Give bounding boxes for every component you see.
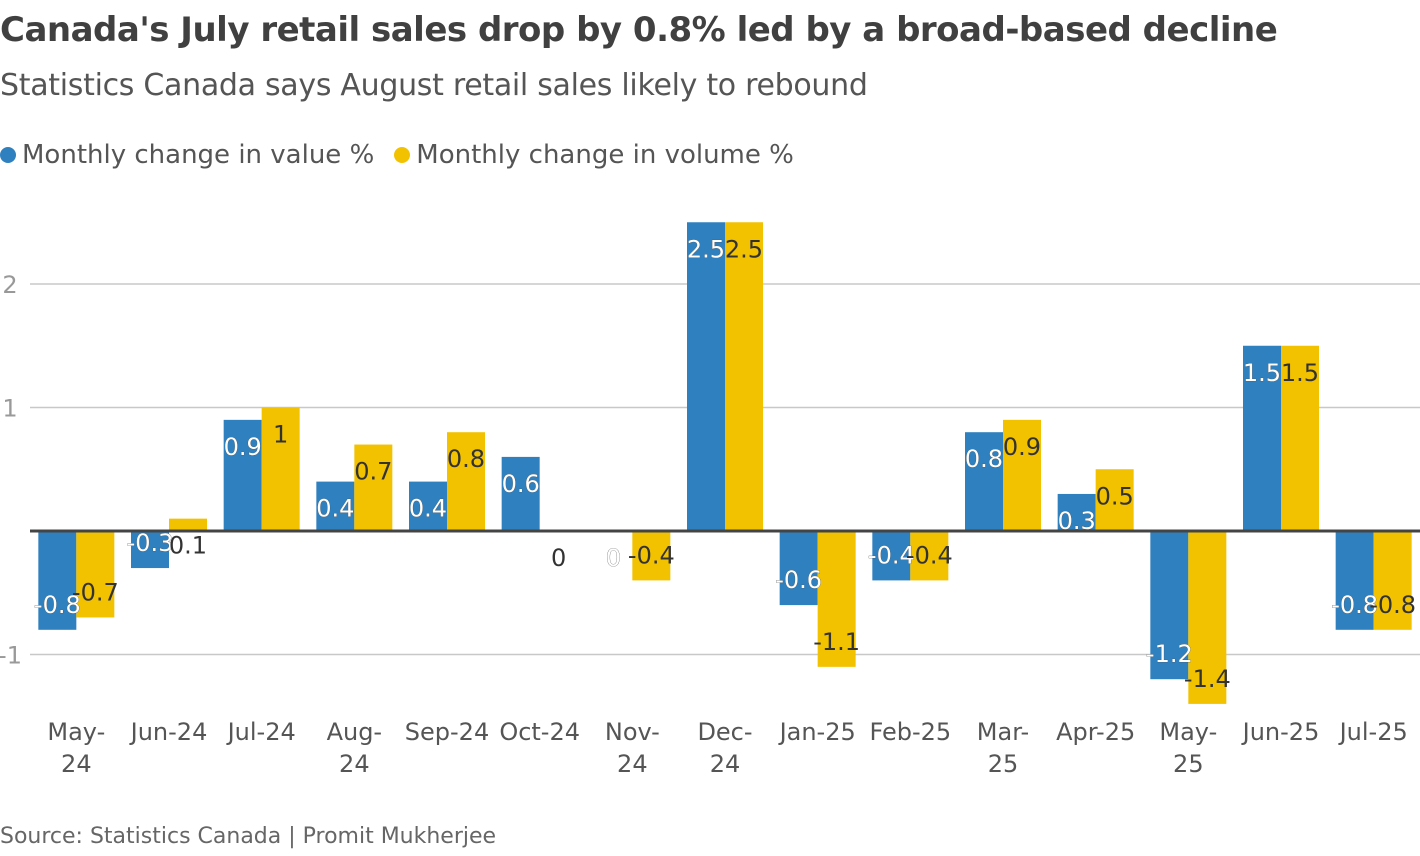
data-label: 1.5 (1281, 359, 1319, 387)
data-label: -1.1 (813, 628, 860, 656)
source-note: Source: Statistics Canada | Promit Mukhe… (0, 824, 497, 849)
legend: Monthly change in value % Monthly change… (0, 140, 794, 170)
bar (1057, 493, 1096, 531)
data-label: -1.4 (1184, 665, 1231, 693)
data-label: 0.6 (502, 470, 540, 498)
bar (409, 481, 447, 531)
bar (447, 432, 485, 531)
y-tick-label: 1 (2, 395, 17, 423)
x-tick-label: Sep-24 (405, 718, 489, 746)
legend-item-volume: Monthly change in volume % (394, 140, 794, 170)
data-label: 0.1 (169, 532, 207, 560)
data-label: 1 (273, 421, 288, 449)
bar (223, 419, 262, 531)
bar (632, 531, 671, 581)
data-label: 0.4 (409, 495, 447, 523)
x-tick-label: Jan-25 (778, 718, 856, 746)
x-tick-label: Oct-24 (499, 718, 580, 746)
bar (817, 531, 856, 667)
x-tick-label: 24 (617, 750, 648, 778)
x-tick-label: May- (47, 718, 105, 746)
bar (965, 432, 1003, 531)
bar (687, 222, 725, 531)
bar (261, 407, 300, 531)
data-label: -0.4 (906, 541, 953, 569)
bar (1335, 531, 1374, 630)
x-tick-label: Nov- (605, 718, 660, 746)
bar (1188, 531, 1227, 704)
chart-subtitle: Statistics Canada says August retail sal… (0, 68, 868, 103)
x-tick-label: 24 (710, 750, 741, 778)
legend-item-value: Monthly change in value % (0, 140, 374, 170)
bar (1281, 345, 1319, 531)
data-label: -0.7 (72, 578, 119, 606)
data-label: -0.4 (868, 541, 915, 569)
bar (501, 456, 540, 531)
x-tick-label: 25 (988, 750, 1019, 778)
data-label: 0.8 (447, 445, 485, 473)
x-tick-label: 24 (339, 750, 370, 778)
bar (1095, 469, 1134, 531)
x-tick-label: 24 (61, 750, 92, 778)
bar (316, 481, 355, 531)
bar (1003, 419, 1041, 531)
bar (38, 531, 77, 630)
legend-swatch-value (0, 147, 16, 163)
data-label: 2.5 (687, 235, 725, 263)
chart-title: Canada's July retail sales drop by 0.8% … (0, 10, 1278, 50)
legend-swatch-volume (394, 147, 411, 163)
x-tick-label: Jun-25 (1241, 718, 1320, 746)
bar (910, 531, 949, 581)
data-label: -0.4 (628, 541, 675, 569)
data-label: 0 (551, 544, 566, 572)
x-tick-label: Mar- (977, 718, 1029, 746)
data-label: -0.8 (1369, 591, 1416, 619)
x-tick-label: Aug- (327, 718, 383, 746)
data-label: 0.5 (1096, 482, 1134, 510)
y-tick-label: -1 (0, 642, 22, 670)
data-label: 0.7 (354, 458, 392, 486)
x-tick-label: Jun-24 (129, 718, 208, 746)
x-tick-label: May- (1159, 718, 1217, 746)
data-label: 2.5 (725, 235, 763, 263)
x-tick-label: Jul-25 (1338, 718, 1408, 746)
data-label: 0.9 (224, 433, 262, 461)
bar (725, 222, 763, 531)
legend-label: Monthly change in value % (22, 140, 375, 170)
data-label: -0.8 (1331, 591, 1378, 619)
legend-label: Monthly change in volume % (416, 140, 794, 170)
data-label: -0.8 (34, 591, 81, 619)
data-label: 0.3 (1058, 507, 1096, 535)
bar (1150, 531, 1189, 680)
bar (872, 531, 911, 581)
bar (1373, 531, 1412, 630)
x-tick-label: Jul-24 (226, 718, 296, 746)
bar (354, 444, 393, 531)
data-label: 0 (606, 544, 621, 572)
data-label: -1.2 (1146, 640, 1193, 668)
data-label: 0.8 (965, 445, 1003, 473)
bar (76, 531, 115, 618)
y-tick-label: 2 (2, 271, 17, 299)
x-tick-label: Apr-25 (1056, 718, 1135, 746)
data-label: 0.4 (316, 495, 354, 523)
data-label: -0.3 (127, 529, 174, 557)
bar (169, 518, 207, 531)
bar (1243, 345, 1281, 531)
x-tick-label: Feb-25 (869, 718, 951, 746)
bar (779, 531, 818, 606)
x-tick-label: Dec- (697, 718, 752, 746)
data-label: 1.5 (1243, 359, 1281, 387)
data-label: 0.9 (1003, 433, 1041, 461)
data-label: -0.6 (775, 566, 822, 594)
bar (131, 531, 169, 569)
x-tick-label: 25 (1173, 750, 1204, 778)
